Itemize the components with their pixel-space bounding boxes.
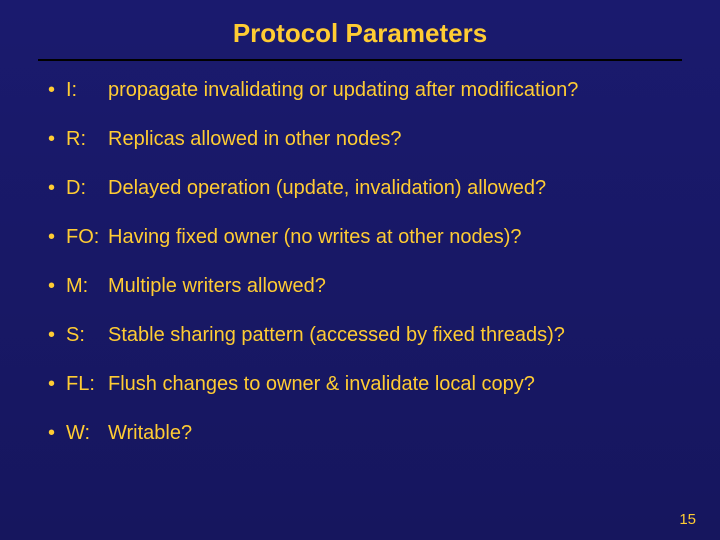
bullet-text: propagate invalidating or updating after… — [108, 79, 672, 102]
bullet-item: • D: Delayed operation (update, invalida… — [48, 177, 672, 200]
bullet-text: Replicas allowed in other nodes? — [108, 128, 672, 151]
bullet-item: • FO: Having fixed owner (no writes at o… — [48, 226, 672, 249]
bullet-dot: • — [48, 422, 66, 445]
bullet-label: I: — [66, 79, 108, 102]
bullet-dot: • — [48, 79, 66, 102]
bullet-dot: • — [48, 373, 66, 396]
slide-title: Protocol Parameters — [0, 0, 720, 59]
bullet-item: • M: Multiple writers allowed? — [48, 275, 672, 298]
bullet-label: FO: — [66, 226, 108, 249]
bullet-text: Multiple writers allowed? — [108, 275, 672, 298]
slide-content: • I: propagate invalidating or updating … — [0, 61, 720, 445]
bullet-item: • R: Replicas allowed in other nodes? — [48, 128, 672, 151]
bullet-dot: • — [48, 177, 66, 200]
bullet-text: Having fixed owner (no writes at other n… — [108, 226, 672, 249]
page-number: 15 — [679, 511, 696, 528]
bullet-label: FL: — [66, 373, 108, 396]
bullet-item: • FL: Flush changes to owner & invalidat… — [48, 373, 672, 396]
bullet-label: S: — [66, 324, 108, 347]
bullet-text: Writable? — [108, 422, 672, 445]
bullet-label: W: — [66, 422, 108, 445]
bullet-dot: • — [48, 275, 66, 298]
bullet-dot: • — [48, 324, 66, 347]
bullet-item: • I: propagate invalidating or updating … — [48, 79, 672, 102]
bullet-text: Delayed operation (update, invalidation)… — [108, 177, 672, 200]
bullet-dot: • — [48, 226, 66, 249]
bullet-item: • S: Stable sharing pattern (accessed by… — [48, 324, 672, 347]
bullet-label: R: — [66, 128, 108, 151]
bullet-dot: • — [48, 128, 66, 151]
bullet-label: M: — [66, 275, 108, 298]
bullet-label: D: — [66, 177, 108, 200]
bullet-text: Stable sharing pattern (accessed by fixe… — [108, 324, 672, 347]
bullet-item: • W: Writable? — [48, 422, 672, 445]
bullet-text: Flush changes to owner & invalidate loca… — [108, 373, 672, 396]
slide: Protocol Parameters • I: propagate inval… — [0, 0, 720, 540]
